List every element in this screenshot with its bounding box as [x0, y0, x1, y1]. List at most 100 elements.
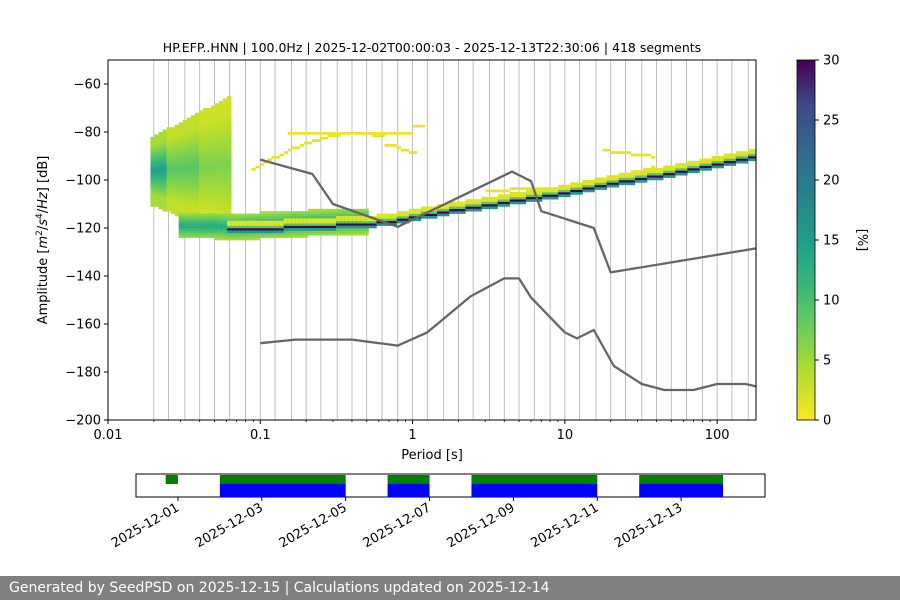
heatmap-cell: [215, 105, 220, 109]
heatmap-cell: [566, 194, 571, 198]
heatmap-cell: [198, 158, 204, 162]
heatmap-cell: [307, 216, 313, 219]
heatmap-cell: [743, 158, 749, 162]
heatmap-cell: [190, 206, 196, 210]
heatmap-cell: [162, 194, 167, 198]
heatmap-cell: [618, 175, 624, 178]
heatmap-cell: [211, 151, 216, 154]
heatmap-cell: [186, 160, 192, 164]
heatmap-cell: [215, 220, 220, 224]
heatmap-cell: [626, 175, 632, 178]
heatmap-cell: [521, 199, 527, 202]
heatmap-cell: [364, 211, 369, 214]
heatmap-cell: [219, 115, 224, 118]
heatmap-cell: [388, 220, 393, 224]
heatmap-cell: [691, 168, 696, 171]
heatmap-cell: [219, 187, 224, 190]
heatmap-cell: [453, 204, 458, 207]
heatmap-cell: [283, 232, 289, 236]
heatmap-cell: [424, 208, 430, 212]
heatmap-cell: [202, 232, 208, 236]
heatmap-cell: [566, 187, 571, 190]
heatmap-cell: [182, 211, 188, 214]
heatmap-cell: [626, 182, 632, 186]
heatmap-cell: [190, 211, 196, 214]
heatmap-cell: [215, 218, 220, 222]
heatmap-cell: [259, 216, 264, 219]
heatmap-cell: [372, 220, 377, 224]
heatmap-cell: [747, 151, 753, 154]
heatmap-cell: [392, 216, 398, 219]
heatmap-cell: [202, 235, 208, 238]
heatmap-cell: [227, 127, 232, 130]
x-axis-label: Period [s]: [401, 448, 463, 463]
heatmap-cell: [562, 192, 567, 195]
heatmap-cell: [178, 168, 184, 171]
heatmap-cell: [279, 232, 284, 236]
heatmap-cell: [445, 204, 450, 207]
heatmap-cell: [219, 112, 224, 116]
heatmap-cell: [679, 163, 684, 166]
heatmap-cell: [513, 201, 519, 205]
heatmap-cell: [433, 213, 438, 217]
heatmap-cell: [275, 218, 280, 222]
heatmap-cell: [154, 156, 159, 159]
heatmap-cell: [219, 151, 224, 154]
heatmap-cell: [247, 230, 252, 234]
heatmap-cell: [170, 204, 175, 207]
heatmap-cell: [215, 237, 220, 241]
heatmap-cell: [667, 175, 672, 178]
heatmap-cell: [182, 225, 188, 229]
heatmap-cell: [190, 201, 196, 205]
y-tick-label: −60: [74, 78, 101, 93]
heatmap-cell: [170, 158, 175, 162]
heatmap-cell: [634, 172, 640, 176]
heatmap-cell: [198, 218, 204, 222]
heatmap-cell: [170, 163, 175, 166]
heatmap-cell: [255, 165, 260, 169]
heatmap-cell: [223, 148, 228, 152]
heatmap-cell: [441, 213, 446, 217]
heatmap-cell: [182, 134, 188, 138]
heatmap-cell: [610, 151, 616, 154]
heatmap-cell: [198, 230, 204, 234]
heatmap-cell: [352, 223, 357, 226]
heatmap-cell: [517, 196, 523, 200]
heatmap-cell: [202, 146, 208, 150]
heatmap-cell: [477, 199, 482, 202]
heatmap-cell: [647, 175, 652, 178]
heatmap-cell: [554, 187, 559, 190]
heatmap-cell: [679, 172, 684, 176]
heatmap-cell: [202, 206, 208, 210]
timeline-interval: [639, 475, 724, 484]
heatmap-cell: [211, 192, 216, 195]
heatmap-cell: [332, 230, 337, 234]
heatmap-cell: [219, 146, 224, 150]
heatmap-cell: [190, 153, 196, 157]
heatmap-cell: [198, 182, 204, 186]
heatmap-cell: [170, 127, 175, 130]
heatmap-cell: [198, 199, 204, 202]
heatmap-cell: [202, 170, 208, 174]
heatmap-cell: [227, 237, 232, 241]
heatmap-cell: [614, 151, 620, 154]
heatmap-cell: [344, 223, 349, 226]
heatmap-cell: [311, 220, 317, 224]
heatmap-cell: [279, 223, 284, 226]
heatmap-cell: [211, 139, 216, 142]
heatmap-cell: [542, 192, 547, 195]
heatmap-cell: [211, 124, 216, 128]
heatmap-cell: [162, 146, 167, 150]
colorbar-tick-label: 5: [823, 354, 831, 369]
y-tick-label: −200: [65, 414, 101, 429]
heatmap-cell: [166, 148, 171, 152]
heatmap-cell: [211, 228, 216, 231]
heatmap-cell: [271, 232, 276, 236]
heatmap-cell: [162, 187, 167, 190]
heatmap-cell: [368, 218, 373, 222]
heatmap-cell: [231, 235, 236, 238]
heatmap-cell: [727, 160, 733, 164]
heatmap-cell: [182, 180, 188, 183]
heatmap-cell: [158, 153, 163, 157]
heatmap-cell: [267, 228, 272, 231]
